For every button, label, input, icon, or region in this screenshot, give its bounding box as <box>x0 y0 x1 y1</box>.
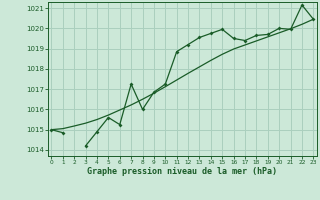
X-axis label: Graphe pression niveau de la mer (hPa): Graphe pression niveau de la mer (hPa) <box>87 167 277 176</box>
